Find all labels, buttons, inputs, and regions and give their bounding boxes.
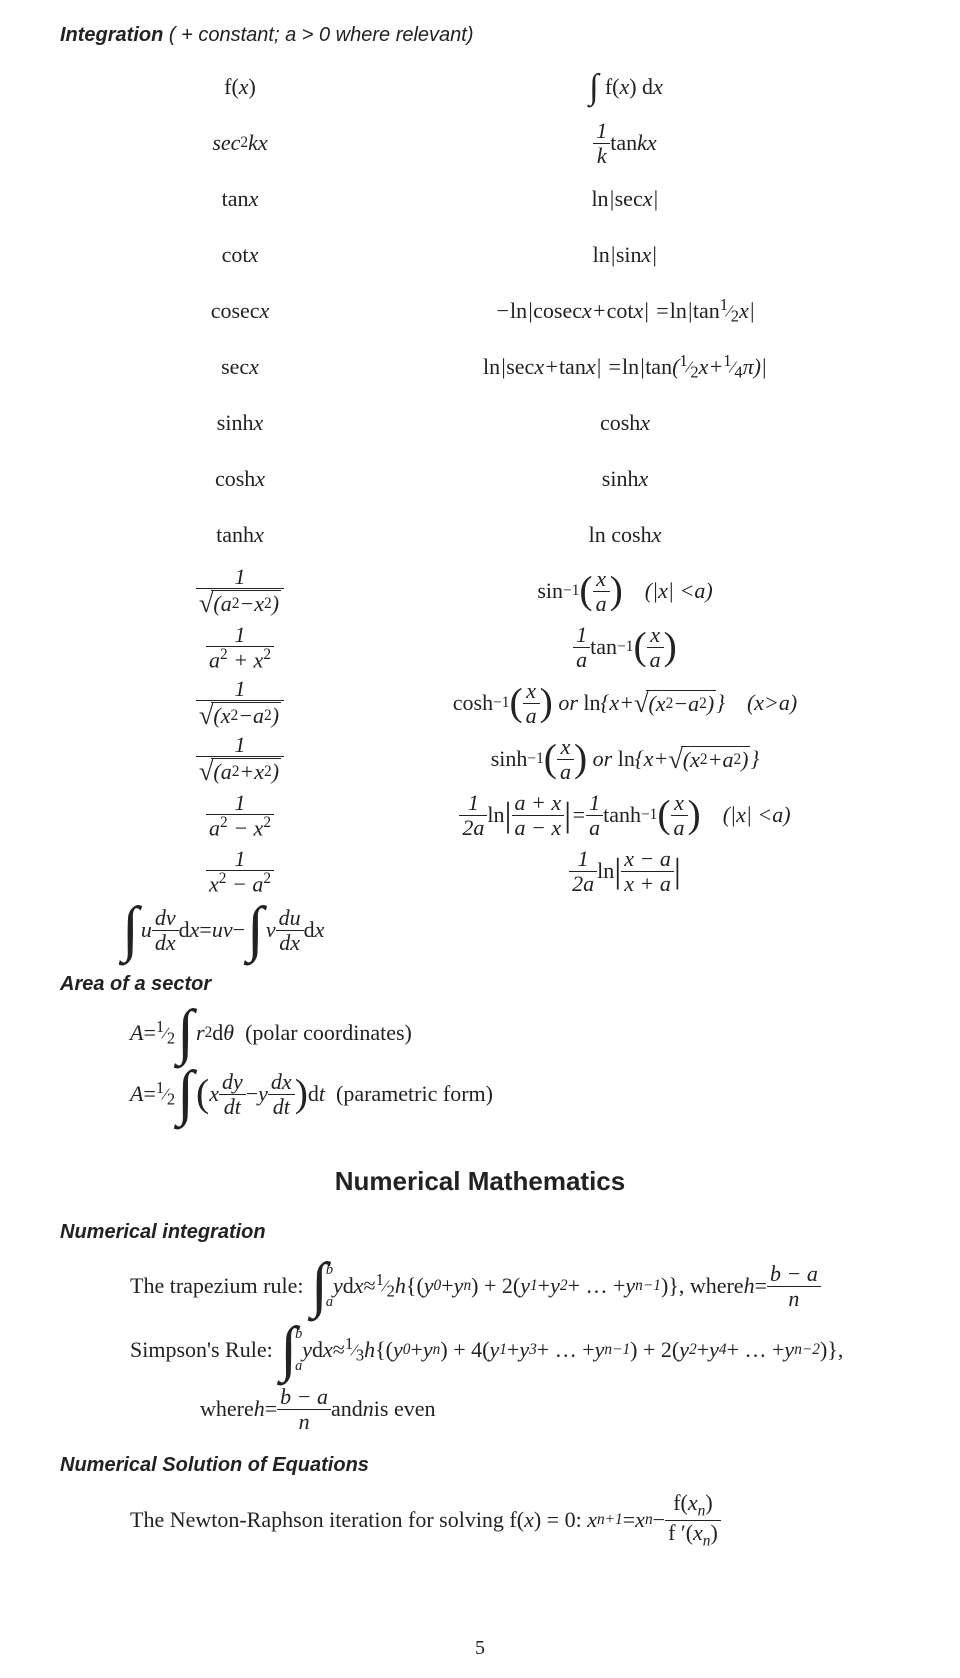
cell-integral: ln |sin x| — [350, 242, 900, 268]
table-row: 1√(a2 + x2)sinh−1 (xa) or ln{x + √(x2 + … — [130, 731, 900, 787]
table-row: tan xln |sec x| — [130, 171, 900, 227]
table-row: 1a2 + x21a tan−1 (xa) — [130, 619, 900, 675]
table-row: 1a2 − x212a ln |a + xa − x| = 1a tanh−1 … — [130, 787, 900, 843]
cell-fx: tan x — [130, 186, 350, 212]
cell-integral: 1k tan kx — [350, 119, 900, 166]
table-row: cosh xsinh x — [130, 451, 900, 507]
cell-fx: 1√(x2 − a2) — [130, 677, 350, 728]
heading-numerical-integration: Numerical integration — [60, 1221, 900, 1244]
table-header-row: f(x) ∫ f(x) dx — [130, 59, 900, 115]
cell-integral: sin−1 (xa) (|x| < a) — [350, 567, 900, 614]
cell-integral: 12a ln |a + xa − x| = 1a tanh−1 (xa) (|x… — [350, 791, 900, 838]
cell-fx: 1√(a2 − x2) — [130, 565, 350, 616]
cell-fx: sec x — [130, 354, 350, 380]
heading-area-sector: Area of a sector — [60, 973, 900, 996]
table-row: sec xln |sec x + tan x| = ln |tan(1⁄2x +… — [130, 339, 900, 395]
cell-fx: sec2 kx — [130, 130, 350, 156]
cell-integral: sinh−1 (xa) or ln{x + √(x2 + a2)} — [350, 735, 900, 782]
cell-fx: cot x — [130, 242, 350, 268]
trapezium-rule: The trapezium rule: ∫ba y dx ≈ 1⁄2h{(y0 … — [130, 1256, 900, 1316]
cell-fx: 1x2 − a2 — [130, 847, 350, 896]
simpson-rule-l2: where h = b − an and n is even — [200, 1384, 900, 1434]
heading-numerical-solution: Numerical Solution of Equations — [60, 1454, 900, 1477]
cell-integral: sinh x — [350, 466, 900, 492]
cell-fx: sinh x — [130, 410, 350, 436]
page-number: 5 — [0, 1637, 960, 1660]
table-row: 1√(a2 − x2)sin−1 (xa) (|x| < a) — [130, 563, 900, 619]
simpson-rule-l1: Simpson's Rule: ∫ba y dx ≈ 1⁄3h{(y0 + yn… — [130, 1320, 900, 1380]
cell-integral: ln |sec x + tan x| = ln |tan(1⁄2x + 1⁄4π… — [350, 351, 900, 383]
cell-fx: 1a2 + x2 — [130, 623, 350, 672]
col-header-fx: f(x) — [130, 74, 350, 100]
table-row: cosec x−ln |cosec x + cot x| = ln |tan 1… — [130, 283, 900, 339]
col-header-integral: ∫ f(x) dx — [350, 73, 900, 101]
table-row: 1√(x2 − a2)cosh−1 (xa) or ln{x + √(x2 − … — [130, 675, 900, 731]
cell-integral: ln cosh x — [350, 522, 900, 548]
cell-fx: cosh x — [130, 466, 350, 492]
heading-integration-title: Integration — [60, 24, 163, 46]
heading-integration: Integration ( + constant; a > 0 where re… — [60, 24, 900, 47]
integration-by-parts: ∫ u dvdx dx = uv − ∫ v dudx dx — [120, 905, 900, 955]
table-row: cot xln |sin x| — [130, 227, 900, 283]
heading-integration-note: ( + constant; a > 0 where relevant) — [163, 24, 473, 46]
area-parametric: A = 1⁄2∫ (x dydt − y dxdt) dt (parametri… — [130, 1062, 900, 1126]
cell-fx: cosec x — [130, 298, 350, 324]
cell-integral: 12a ln |x − ax + a| — [350, 847, 900, 894]
page: Integration ( + constant; a > 0 where re… — [0, 0, 960, 1678]
table-row: sec2 kx1k tan kx — [130, 115, 900, 171]
cell-integral: cosh x — [350, 410, 900, 436]
cell-fx: 1a2 − x2 — [130, 791, 350, 840]
cell-fx: 1√(a2 + x2) — [130, 733, 350, 784]
heading-numerical-mathematics: Numerical Mathematics — [60, 1166, 900, 1197]
cell-integral: ln |sec x| — [350, 186, 900, 212]
table-row: 1x2 − a212a ln |x − ax + a| — [130, 843, 900, 899]
cell-integral: 1a tan−1 (xa) — [350, 623, 900, 670]
cell-integral: −ln |cosec x + cot x| = ln |tan 1⁄2x| — [350, 295, 900, 327]
cell-integral: cosh−1 (xa) or ln{x + √(x2 − a2)} (x > a… — [350, 679, 900, 726]
cell-fx: tanh x — [130, 522, 350, 548]
table-row: tanh xln cosh x — [130, 507, 900, 563]
table-row: sinh xcosh x — [130, 395, 900, 451]
newton-raphson: The Newton-Raphson iteration for solving… — [130, 1489, 900, 1551]
area-polar: A = 1⁄2∫ r2 dθ (polar coordinates) — [130, 1008, 900, 1058]
integration-table: sec2 kx1k tan kxtan xln |sec x|cot xln |… — [60, 115, 900, 899]
